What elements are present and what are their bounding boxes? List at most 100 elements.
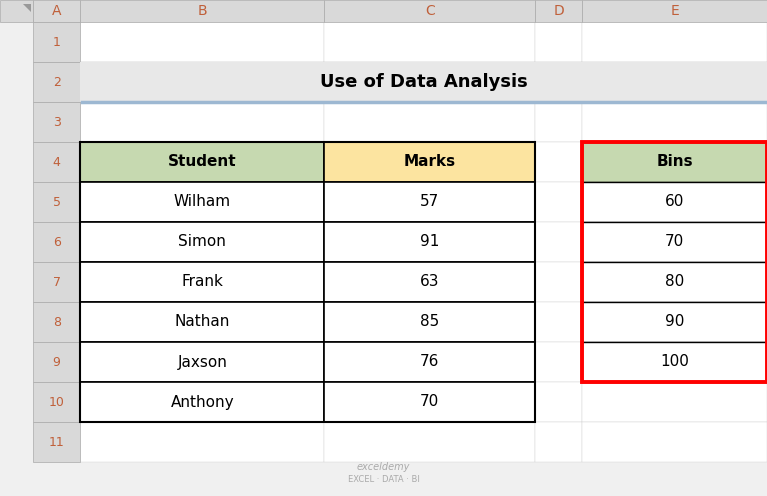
Bar	[324, 182, 535, 222]
Bar	[535, 62, 582, 102]
Text: 85: 85	[420, 314, 439, 329]
Bar	[582, 222, 767, 262]
Text: 1: 1	[53, 36, 61, 49]
Bar	[33, 22, 81, 62]
Bar	[33, 342, 81, 382]
Bar	[535, 422, 582, 462]
Bar	[324, 342, 535, 382]
Bar	[535, 22, 582, 62]
Bar	[33, 182, 81, 222]
Bar	[582, 222, 767, 262]
Bar	[81, 382, 324, 422]
Bar	[582, 0, 767, 22]
Bar	[535, 382, 582, 422]
Bar	[582, 262, 767, 302]
Text: 2: 2	[53, 75, 61, 88]
Text: 8: 8	[53, 315, 61, 328]
Bar	[582, 342, 767, 382]
Bar	[33, 422, 81, 462]
Bar	[535, 0, 582, 22]
Bar	[535, 222, 582, 262]
Bar	[33, 0, 81, 22]
Text: Frank: Frank	[181, 274, 223, 290]
Text: 11: 11	[49, 435, 64, 448]
Text: 7: 7	[53, 275, 61, 289]
Text: 10: 10	[49, 395, 64, 409]
Bar	[535, 302, 582, 342]
Text: Anthony: Anthony	[170, 394, 234, 410]
Bar	[535, 182, 582, 222]
Bar	[324, 142, 535, 182]
Bar	[81, 222, 324, 262]
Text: C: C	[425, 4, 434, 18]
Bar	[582, 182, 767, 222]
Bar	[535, 262, 582, 302]
Bar	[81, 102, 324, 142]
Text: Student: Student	[168, 154, 236, 170]
Bar	[535, 102, 582, 142]
Text: 57: 57	[420, 194, 439, 209]
Text: 70: 70	[420, 394, 439, 410]
Text: 6: 6	[53, 236, 61, 248]
Bar	[81, 62, 767, 102]
Text: 76: 76	[420, 355, 439, 370]
Bar	[81, 182, 324, 222]
Bar	[33, 382, 81, 422]
Text: 91: 91	[420, 235, 439, 249]
Bar	[81, 262, 324, 302]
Bar	[81, 222, 324, 262]
Bar	[33, 62, 81, 102]
Bar	[535, 142, 582, 182]
Text: Marks: Marks	[403, 154, 456, 170]
Bar	[324, 182, 535, 222]
Text: 100: 100	[660, 355, 690, 370]
Polygon shape	[23, 4, 31, 12]
Bar	[582, 382, 767, 422]
Text: 9: 9	[53, 356, 61, 369]
Bar	[324, 62, 535, 102]
Bar	[324, 262, 535, 302]
Text: 60: 60	[665, 194, 684, 209]
Bar	[324, 302, 535, 342]
Bar	[582, 22, 767, 62]
Bar	[582, 142, 767, 182]
Bar	[81, 182, 324, 222]
Text: B: B	[197, 4, 207, 18]
Bar	[33, 262, 81, 302]
Bar	[582, 422, 767, 462]
Bar	[324, 22, 535, 62]
Text: 3: 3	[53, 116, 61, 128]
Text: 4: 4	[53, 156, 61, 169]
Bar	[81, 342, 324, 382]
Text: Bins: Bins	[657, 154, 693, 170]
Bar	[324, 342, 535, 382]
Bar	[582, 302, 767, 342]
Bar	[582, 102, 767, 142]
Bar	[582, 302, 767, 342]
Bar	[324, 102, 535, 142]
Bar	[582, 142, 767, 382]
Bar	[81, 262, 324, 302]
Bar	[81, 142, 535, 422]
Bar	[582, 342, 767, 382]
Bar	[81, 302, 324, 342]
Bar	[81, 302, 324, 342]
Text: Jaxson: Jaxson	[177, 355, 227, 370]
Bar	[324, 142, 535, 182]
Bar	[81, 0, 324, 22]
Text: 5: 5	[53, 195, 61, 208]
Bar	[324, 222, 535, 262]
Bar	[0, 0, 33, 22]
Bar	[81, 142, 324, 182]
Text: 63: 63	[420, 274, 439, 290]
Text: 90: 90	[665, 314, 684, 329]
Text: 70: 70	[665, 235, 684, 249]
Bar	[81, 422, 324, 462]
Bar	[33, 142, 81, 182]
Bar	[582, 262, 767, 302]
Bar	[81, 342, 324, 382]
Text: D: D	[554, 4, 565, 18]
Bar	[81, 382, 324, 422]
Bar	[33, 302, 81, 342]
Bar	[324, 422, 535, 462]
